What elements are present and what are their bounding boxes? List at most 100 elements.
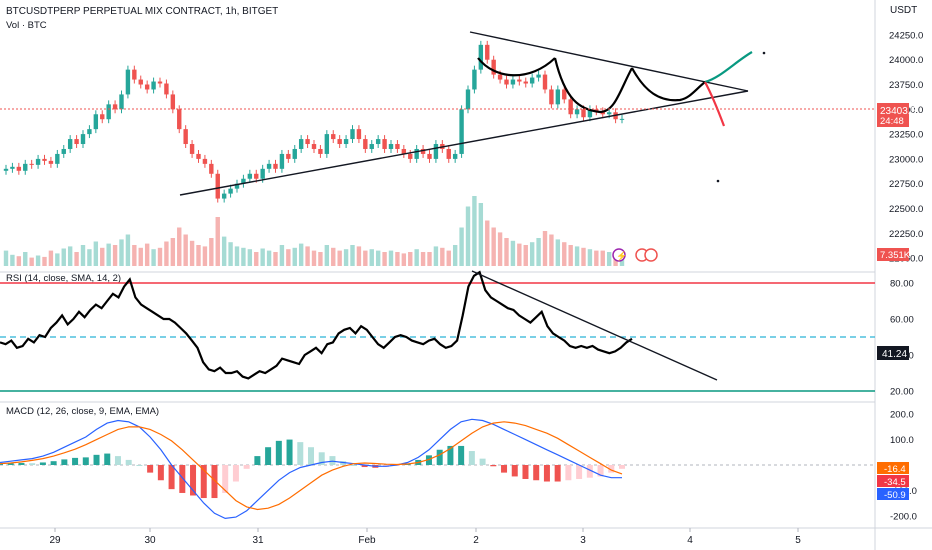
macd-histogram-bar — [308, 447, 314, 465]
volume-bar — [485, 220, 490, 266]
macd-histogram-bar — [318, 452, 325, 465]
currency-label: USDT — [890, 5, 917, 16]
macd-line — [0, 418, 622, 520]
time-label: 29 — [49, 535, 61, 546]
volume-label[interactable]: Vol · BTC — [6, 20, 47, 31]
signal-line — [0, 421, 623, 511]
volume-bar — [504, 238, 509, 266]
bearish-projection-path[interactable] — [704, 81, 726, 127]
candle-body — [388, 144, 394, 149]
volume-bar — [183, 234, 188, 266]
volume-bar — [164, 241, 169, 266]
candle-body — [395, 144, 400, 149]
macd-histogram-bar — [18, 462, 25, 465]
candle-body — [279, 153, 285, 169]
volume-bar — [234, 246, 240, 266]
macd-histogram-bar — [147, 465, 154, 473]
volume-bar — [87, 249, 92, 266]
volume-bar — [305, 246, 310, 266]
volume-bar — [574, 246, 580, 266]
time-label: 30 — [144, 535, 156, 546]
rsi-downtrend-line[interactable] — [471, 270, 718, 381]
candle-body — [497, 74, 503, 80]
price-tick-label: 24000.0 — [889, 55, 923, 66]
volume-bar — [562, 242, 567, 266]
candle-body — [529, 77, 535, 84]
macd-histogram-badge — [877, 462, 909, 474]
macd-histogram-bar — [543, 465, 550, 482]
bullish-projection-path[interactable] — [704, 51, 753, 84]
volume-bar — [594, 250, 599, 266]
macd-histogram-bar — [275, 440, 282, 465]
candle-body — [298, 139, 304, 149]
volume-bar — [536, 238, 541, 266]
drawing-tools[interactable] — [179, 31, 766, 196]
candle-body — [305, 139, 310, 145]
macd-histogram-value: -16.4 — [884, 464, 906, 475]
bar-countdown-label: 24:48 — [880, 116, 904, 127]
right-shoulder-arc[interactable] — [631, 67, 706, 102]
candle-body — [132, 69, 137, 80]
volume-value-label: 7.351K — [880, 250, 911, 261]
time-label: 2 — [473, 535, 479, 546]
macd-histogram-bar — [200, 465, 207, 499]
macd-histogram-bar — [350, 465, 357, 466]
volume-bar — [337, 250, 342, 266]
candle-body — [266, 163, 272, 169]
volume-bar — [112, 245, 118, 266]
candle-body — [485, 44, 490, 60]
volume-bar — [343, 249, 349, 266]
candle-body — [619, 118, 625, 120]
rsi-value-label: 41.24 — [882, 349, 907, 360]
volume-bar — [106, 243, 111, 266]
macd-histogram-bar — [82, 457, 89, 465]
volume-bar — [472, 196, 477, 266]
macd-histogram-bar — [232, 465, 239, 482]
volume-bar — [440, 247, 445, 266]
candle-body — [241, 178, 246, 184]
triangle-lower-trendline[interactable] — [179, 90, 749, 196]
macd-histogram-bar — [211, 465, 218, 499]
candle-body — [401, 148, 407, 154]
candle-body — [228, 188, 233, 194]
triangle-upper-trendline[interactable] — [469, 31, 749, 92]
macd-signal-value: -34.5 — [884, 477, 906, 488]
candle-body — [80, 134, 86, 145]
candle-body — [478, 44, 484, 70]
volume-bar — [555, 239, 561, 266]
lightning-event-icon[interactable] — [612, 248, 626, 262]
volume-bar — [215, 217, 220, 266]
volume-bar — [16, 256, 22, 266]
macd-histogram-bar — [501, 465, 508, 473]
candle-body — [523, 81, 528, 84]
candle-body — [112, 104, 118, 110]
candle-body — [555, 89, 561, 105]
volume-bar — [189, 240, 195, 266]
candle-body — [446, 148, 451, 159]
time-label: 3 — [580, 535, 586, 546]
volume-bar — [587, 249, 593, 266]
left-shoulder-arc[interactable] — [477, 57, 556, 77]
candle-body — [61, 148, 66, 154]
candle-body — [337, 139, 342, 145]
symbol-title[interactable]: BTCUSDTPERP PERPETUAL MIX CONTRACT, 1h, … — [6, 6, 278, 17]
candle-body — [504, 79, 509, 85]
macd-title[interactable]: MACD (12, 26, close, 9, EMA, EMA) — [6, 406, 159, 417]
rsi-title[interactable]: RSI (14, close, SMA, 14, 2) — [6, 273, 121, 284]
candle-body — [170, 94, 176, 110]
macd-histogram-bar — [586, 465, 593, 478]
time-label: 31 — [252, 535, 264, 546]
volume-bar — [311, 250, 317, 266]
us-flag-event-icon-2[interactable] — [644, 248, 658, 262]
macd-tick-label: 100.0 — [890, 435, 914, 446]
volume-bar — [324, 245, 330, 266]
volume-bar — [80, 245, 86, 266]
candle-body — [356, 129, 362, 140]
head-arc[interactable] — [553, 57, 633, 114]
volume-bar — [542, 231, 548, 266]
macd-histogram-bar — [329, 456, 336, 465]
macd-line-value: -50.9 — [884, 490, 906, 501]
macd-histogram-bar — [168, 465, 175, 490]
time-axis[interactable]: 29 30 31 Feb 2 3 4 5 — [49, 528, 801, 546]
